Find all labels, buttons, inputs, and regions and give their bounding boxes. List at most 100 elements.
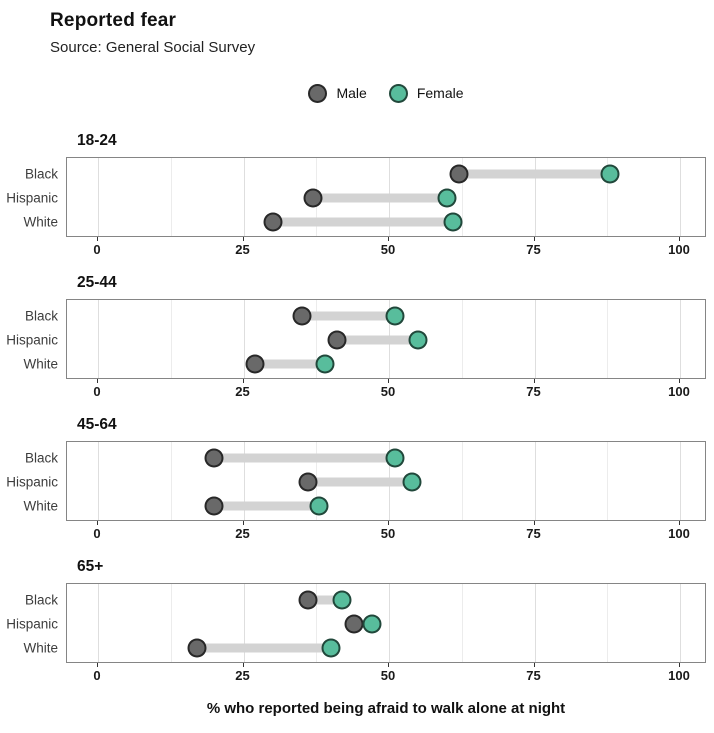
y-axis-label: Hispanic bbox=[6, 474, 58, 490]
gridline-major bbox=[389, 584, 390, 662]
connector-bar bbox=[458, 169, 611, 179]
y-axis-label: Hispanic bbox=[6, 616, 58, 632]
male-dot bbox=[245, 354, 265, 374]
x-tick-label: 50 bbox=[380, 668, 396, 683]
gridline-minor bbox=[170, 584, 172, 662]
gridline-minor bbox=[607, 584, 609, 662]
male-dot bbox=[298, 472, 318, 492]
male-dot bbox=[327, 330, 347, 350]
gridline-major bbox=[98, 300, 99, 378]
legend-item-female: Female bbox=[388, 83, 464, 103]
gridline-minor bbox=[316, 300, 318, 378]
facet-25-44: 25-44 Black Hispanic White 0 25 50 75 100 bbox=[0, 274, 714, 403]
connector-bar bbox=[272, 217, 453, 227]
x-tick-label: 75 bbox=[526, 384, 541, 399]
facet-45-64: 45-64 Black Hispanic White 0 25 50 75 100 bbox=[0, 416, 714, 545]
gridline-major bbox=[534, 158, 536, 236]
x-tick-mark bbox=[679, 521, 680, 525]
female-dot bbox=[437, 188, 457, 208]
x-tick-mark bbox=[679, 237, 680, 241]
x-tick-mark bbox=[242, 379, 244, 383]
facet-panel: Black Hispanic White bbox=[6, 441, 706, 521]
x-tick-label: 50 bbox=[380, 242, 396, 257]
gridline-major bbox=[680, 442, 681, 520]
connector-bar bbox=[307, 595, 343, 605]
gridline-minor bbox=[607, 300, 609, 378]
male-dot bbox=[344, 614, 364, 634]
y-axis-label: Black bbox=[24, 166, 58, 182]
x-tick-label: 100 bbox=[668, 526, 690, 541]
x-tick-label: 25 bbox=[235, 526, 250, 541]
gridline-minor bbox=[316, 584, 318, 662]
female-dot bbox=[385, 306, 405, 326]
gridline-major bbox=[98, 584, 99, 662]
female-dot bbox=[443, 212, 463, 232]
x-tick-label: 0 bbox=[93, 242, 101, 257]
x-tick-mark bbox=[679, 663, 680, 667]
connector-bar bbox=[336, 335, 419, 345]
gridline-major bbox=[243, 300, 245, 378]
legend-label: Male bbox=[336, 85, 367, 101]
chart-subtitle: Source: General Social Survey bbox=[50, 39, 256, 56]
x-tick-mark bbox=[388, 521, 389, 525]
female-dot bbox=[402, 472, 422, 492]
legend-male-dot-icon bbox=[308, 83, 328, 103]
facet-panel: Black Hispanic White bbox=[6, 157, 706, 237]
x-axis: 0 25 50 75 100 bbox=[66, 521, 706, 545]
female-dot bbox=[362, 614, 382, 634]
female-dot bbox=[332, 590, 352, 610]
x-tick-mark bbox=[533, 521, 535, 525]
facet-panel: Black Hispanic White bbox=[6, 299, 706, 379]
x-tick-mark bbox=[533, 237, 535, 241]
x-axis-title: % who reported being afraid to walk alon… bbox=[206, 700, 566, 717]
legend: Male Female bbox=[66, 82, 706, 104]
chart-title: Reported fear bbox=[50, 10, 177, 31]
legend-female-dot-icon bbox=[388, 83, 408, 103]
x-tick-mark bbox=[242, 237, 244, 241]
y-axis-label: Hispanic bbox=[6, 332, 58, 348]
gridline-major bbox=[243, 442, 245, 520]
x-axis: 0 25 50 75 100 bbox=[66, 237, 706, 261]
x-tick-label: 25 bbox=[235, 668, 250, 683]
x-axis: 0 25 50 75 100 bbox=[66, 663, 706, 687]
y-axis-label: Hispanic bbox=[6, 190, 58, 206]
gridline-major bbox=[243, 158, 245, 236]
facet-title: 45-64 bbox=[77, 416, 117, 433]
gridline-major bbox=[680, 584, 681, 662]
x-tick-label: 50 bbox=[380, 384, 396, 399]
male-dot bbox=[298, 590, 318, 610]
connector-bar bbox=[307, 477, 413, 487]
facet-18-24: 18-24 Black Hispanic White 0 25 50 75 100 bbox=[0, 132, 714, 261]
y-axis-label: Black bbox=[24, 450, 58, 466]
male-dot bbox=[449, 164, 469, 184]
x-tick-mark bbox=[388, 379, 389, 383]
x-tick-label: 0 bbox=[93, 668, 101, 683]
x-tick-mark bbox=[97, 237, 98, 241]
connector-bar bbox=[196, 643, 331, 653]
facet-title: 25-44 bbox=[77, 274, 117, 291]
male-dot bbox=[263, 212, 283, 232]
x-tick-label: 100 bbox=[668, 384, 690, 399]
facet-title: 65+ bbox=[77, 558, 104, 575]
legend-label: Female bbox=[416, 85, 464, 101]
x-tick-mark bbox=[679, 379, 680, 383]
gridline-minor bbox=[607, 442, 609, 520]
y-axis-label: White bbox=[23, 640, 58, 656]
x-tick-mark bbox=[242, 663, 244, 667]
female-dot bbox=[408, 330, 428, 350]
x-tick-mark bbox=[533, 379, 535, 383]
x-tick-mark bbox=[97, 663, 98, 667]
x-tick-label: 75 bbox=[526, 526, 541, 541]
female-dot bbox=[385, 448, 405, 468]
x-tick-label: 75 bbox=[526, 242, 541, 257]
gridline-major bbox=[534, 584, 536, 662]
gridline-major bbox=[534, 300, 536, 378]
gridline-minor bbox=[461, 300, 463, 378]
connector-bar bbox=[214, 501, 320, 511]
connector-bar bbox=[313, 193, 448, 203]
gridline-minor bbox=[607, 158, 609, 236]
x-tick-mark bbox=[242, 521, 244, 525]
gridline-major bbox=[534, 442, 536, 520]
gridline-major bbox=[680, 300, 681, 378]
legend-item-male: Male bbox=[308, 83, 367, 103]
